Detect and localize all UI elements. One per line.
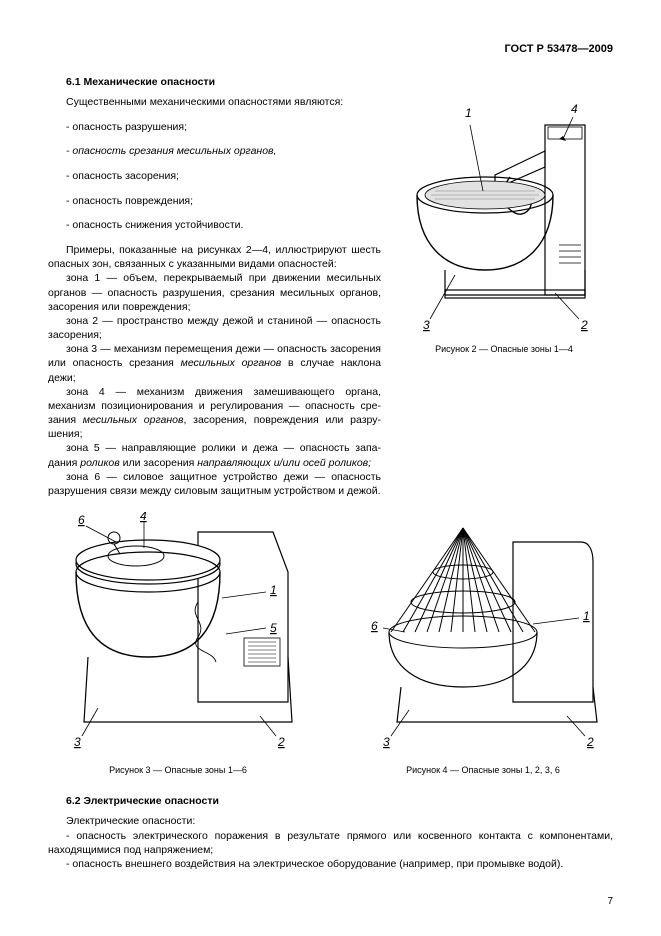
figure-2-label-4: 4 [571,102,578,116]
list-item: - опасность разрушения; [66,120,381,134]
figure-3-caption: Рисунок 3 — Опасные зоны 1—6 [48,764,308,776]
figure-3-label-6: 6 [78,513,85,527]
zone-4: зона 4 — механизм движения замешивающего… [48,385,381,442]
section-6-2-title: 6.2 Электрические опасности [66,794,613,808]
figure-4-label-1: 1 [583,609,590,623]
intro-paragraph: Существенными механическими опасностями … [48,95,381,109]
figure-3-label-5: 5 [270,621,277,635]
list-item: - опасность повреждения; [66,194,381,208]
sec62-item2: - опасность внешнего воздействия на элек… [48,857,613,871]
figures-row: 6 4 1 5 3 2 Рисунок 3 — Опасные зоны 1—6 [48,512,613,776]
zone-2: зона 2 — пространство между дежой и стан… [48,314,381,342]
figure-4-block: 6 1 3 2 Рисунок 4 — Опасные зоны 1, 2, 3… [353,512,613,776]
figure-3-block: 6 4 1 5 3 2 Рисунок 3 — Опасные зоны 1—6 [48,512,308,776]
page-number: 7 [607,895,613,909]
page: ГОСТ Р 53478—2009 6.1 Механические опасн… [0,0,661,936]
figure-4-label-6: 6 [371,619,378,633]
sec62-item1: - опасность электрического поражения в р… [48,829,613,857]
zone-3: зона 3 — механизм перемещения дежи — опа… [48,342,381,385]
figure-3-label-2: 2 [277,735,285,749]
figure-2: 1 4 3 2 [395,95,613,337]
paragraph: Примеры, показанные на рисунках 2—4, илл… [48,243,381,271]
zone-6: зона 6 — силовое защитное устройство деж… [48,470,381,498]
figure-2-column: 1 4 3 2 Рисунок 2 — Опасные зоны 1—4 [395,95,613,498]
zone-1: зона 1 — объем, перекрываемый при движен… [48,271,381,314]
sec62-intro: Электрические опасности: [48,814,613,828]
figure-3-label-1: 1 [270,583,277,597]
figure-2-label-1: 1 [465,106,472,120]
list-item: - опасность снижения устойчивости. [66,218,381,232]
figure-4-caption: Рисунок 4 — Опасные зоны 1, 2, 3, 6 [353,764,613,776]
figure-2-caption: Рисунок 2 — Опасные зоны 1—4 [395,343,613,355]
figure-3-label-4: 4 [140,512,147,523]
figure-3: 6 4 1 5 3 2 [48,512,308,758]
zone-5: зона 5 — направляющие ролики и дежа — оп… [48,441,381,469]
document-header: ГОСТ Р 53478—2009 [48,42,613,57]
figure-2-label-2: 2 [580,318,588,332]
figure-2-label-3: 3 [423,318,430,332]
list-item: - опасность срезания месильных органов, [66,144,381,158]
figure-4-label-2: 2 [586,735,594,749]
list-item: - опасность засорения; [66,169,381,183]
text-column: Существенными механическими опасностями … [48,95,381,498]
section-6-1-title: 6.1 Механические опасности [66,75,613,89]
two-column-layout: Существенными механическими опасностями … [48,95,613,498]
figure-4: 6 1 3 2 [353,512,613,758]
figure-3-label-3: 3 [74,735,81,749]
figure-4-label-3: 3 [383,735,390,749]
